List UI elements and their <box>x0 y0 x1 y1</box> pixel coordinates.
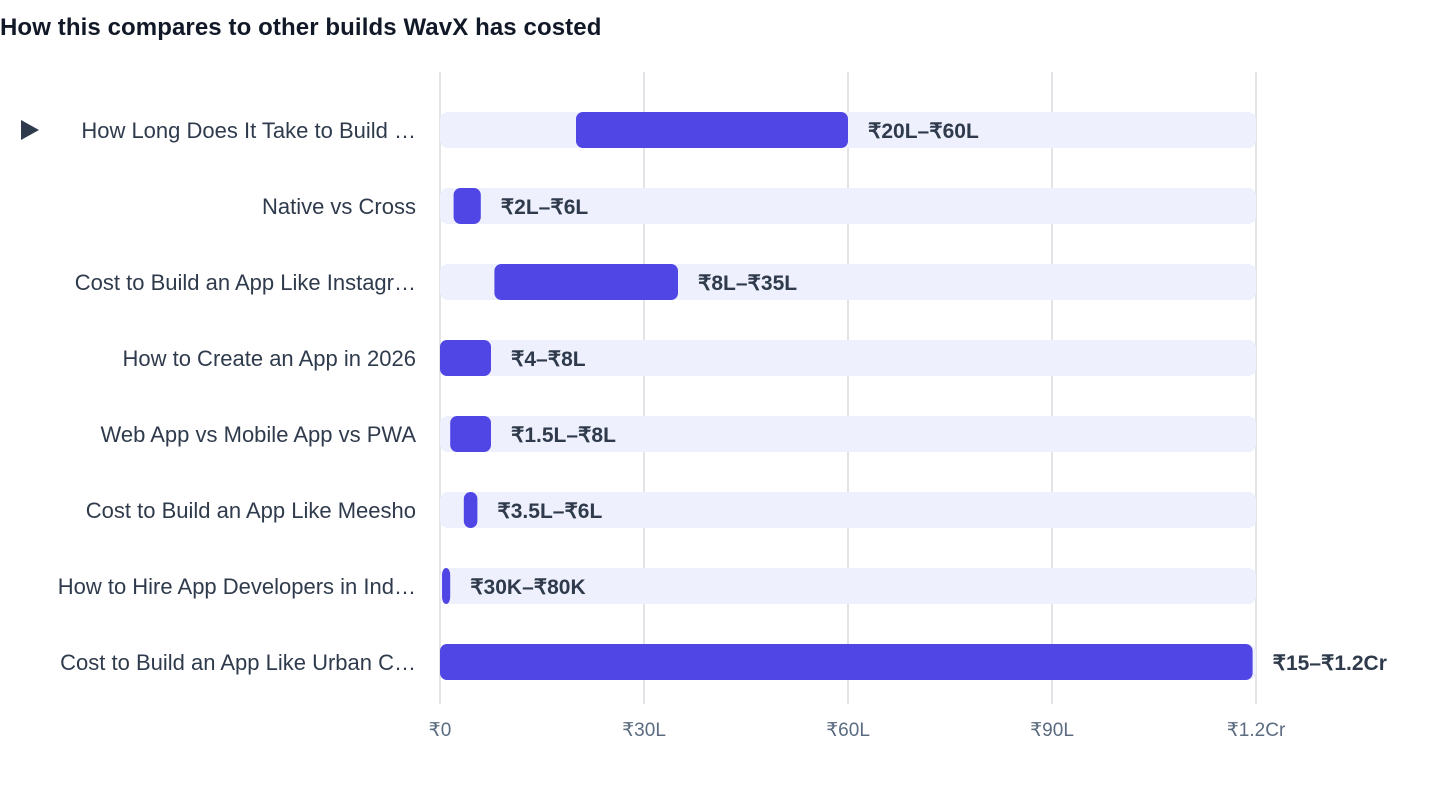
category-label: Native vs Cross <box>262 194 416 219</box>
range-bar[interactable] <box>450 416 491 452</box>
bar-track <box>440 492 1256 528</box>
value-label: ₹1.5L–₹8L <box>511 424 616 447</box>
bar-track <box>440 416 1256 452</box>
grid-layer <box>439 72 1257 704</box>
range-bar[interactable] <box>453 188 481 224</box>
category-label: Cost to Build an App Like Instagr… <box>75 270 416 295</box>
chart-title: How this compares to other builds WavX h… <box>0 14 602 41</box>
value-label: ₹2L–₹6L <box>501 196 589 219</box>
x-tick-label: ₹90L <box>1030 720 1074 741</box>
value-label: ₹3.5L–₹6L <box>497 500 602 523</box>
value-label: ₹15–₹1.2Cr <box>1273 652 1387 675</box>
category-label: Web App vs Mobile App vs PWA <box>101 422 417 447</box>
value-label: ₹8L–₹35L <box>698 272 797 295</box>
bar-layer <box>440 112 1253 680</box>
bar-track <box>440 188 1256 224</box>
category-label: Cost to Build an App Like Meesho <box>86 498 416 523</box>
range-bar[interactable] <box>440 340 491 376</box>
x-tick-label: ₹1.2Cr <box>1227 720 1286 741</box>
bar-track <box>440 568 1256 604</box>
play-triangle-icon <box>21 120 39 140</box>
value-label: ₹30K–₹80K <box>470 576 585 599</box>
x-tick-label: ₹60L <box>826 720 870 741</box>
value-label: ₹4–₹8L <box>511 348 586 371</box>
label-layer: How Long Does It Take to Build … ₹20L–₹60… <box>21 118 1387 675</box>
category-label: How to Create an App in 2026 <box>122 346 416 371</box>
x-tick-label: ₹30L <box>622 720 666 741</box>
x-axis-ticks: ₹0 ₹30L ₹60L ₹90L ₹1.2Cr <box>429 720 1286 741</box>
x-tick-label: ₹0 <box>429 720 452 741</box>
range-bar[interactable] <box>442 568 451 604</box>
category-label: Cost to Build an App Like Urban C… <box>60 650 416 675</box>
bar-track <box>440 340 1256 376</box>
range-bar[interactable] <box>576 112 848 148</box>
category-label: How to Hire App Developers in Ind… <box>58 574 416 599</box>
value-label: ₹20L–₹60L <box>868 120 979 143</box>
category-label: How Long Does It Take to Build … <box>81 118 416 143</box>
range-bar[interactable] <box>440 644 1253 680</box>
range-bar[interactable] <box>494 264 678 300</box>
range-bar[interactable] <box>463 492 478 528</box>
